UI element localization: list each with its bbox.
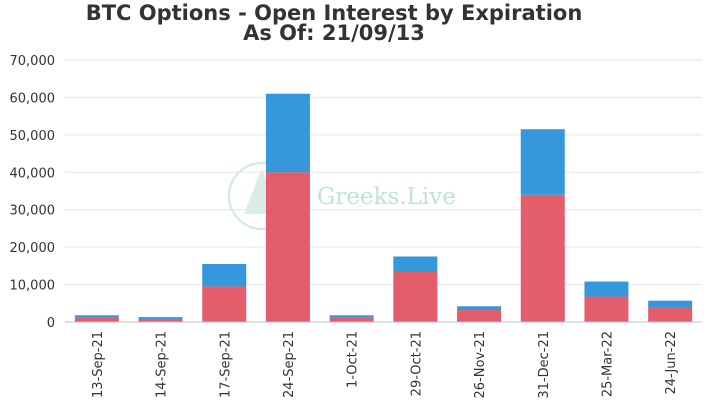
bar-segment	[584, 296, 629, 322]
y-tick-label: 60,000	[10, 91, 56, 106]
bar-segment	[329, 317, 374, 322]
x-tick-label: 24-Sep-21	[282, 331, 297, 398]
x-tick-label: 17-Sep-21	[218, 331, 233, 398]
y-tick-label: 10,000	[10, 279, 56, 294]
x-tick-label: 29-Oct-21	[409, 331, 424, 396]
y-tick-label: 50,000	[10, 129, 56, 144]
y-tick-label: 20,000	[10, 241, 56, 256]
bar-segment	[202, 263, 247, 287]
bar-segment	[648, 307, 693, 322]
y-tick-label: 0	[47, 316, 55, 331]
bar-segment	[648, 300, 693, 308]
bar-segment	[74, 317, 119, 322]
bar-segment	[393, 256, 438, 272]
x-axis: 13-Sep-21 14-Sep-21 17-Sep-21 24-Sep-21 1-Oc…	[65, 321, 702, 399]
chart-title-line: BTC Options - Open Interest by Expiratio…	[85, 1, 583, 25]
watermark-text: Greeks.Live	[317, 184, 456, 210]
y-tick-label: 40,000	[10, 166, 56, 181]
bar-segment	[457, 310, 502, 322]
x-tick-label: 31-Dec-21	[537, 331, 552, 399]
bar-segment	[138, 317, 183, 320]
bars	[74, 93, 693, 322]
x-tick-label: 26-Nov-21	[473, 331, 488, 399]
x-tick-label: 24-Jun-22	[664, 331, 679, 395]
y-axis: 0 10,000 20,000 30,000 40,000 50,000 60,000 70,…	[10, 54, 56, 331]
chart-title: BTC Options - Open Interest by Expiratio…	[0, 1, 668, 45]
bar-segment	[202, 286, 247, 322]
bar-segment	[265, 93, 310, 173]
watermark-logo: Greeks.Live	[228, 162, 456, 230]
bar-segment	[74, 315, 119, 318]
bar-segment	[329, 315, 374, 318]
bar-segment	[393, 271, 438, 322]
bar-segment	[584, 281, 629, 297]
bar-segment	[265, 172, 310, 322]
bar-segment	[138, 319, 183, 322]
bar-segment	[457, 306, 502, 311]
y-tick-label: 30,000	[10, 204, 56, 219]
x-tick-label: 14-Sep-21	[155, 331, 170, 398]
bar-segment	[520, 129, 565, 195]
y-tick-label: 70,000	[10, 54, 56, 69]
x-tick-label: 25-Mar-22	[600, 331, 615, 397]
chart-subtitle-line: As Of: 21/09/13	[243, 21, 425, 45]
x-tick-label: 13-Sep-21	[91, 331, 106, 398]
bar-segment	[520, 194, 565, 322]
x-tick-label: 1-Oct-21	[346, 331, 361, 388]
